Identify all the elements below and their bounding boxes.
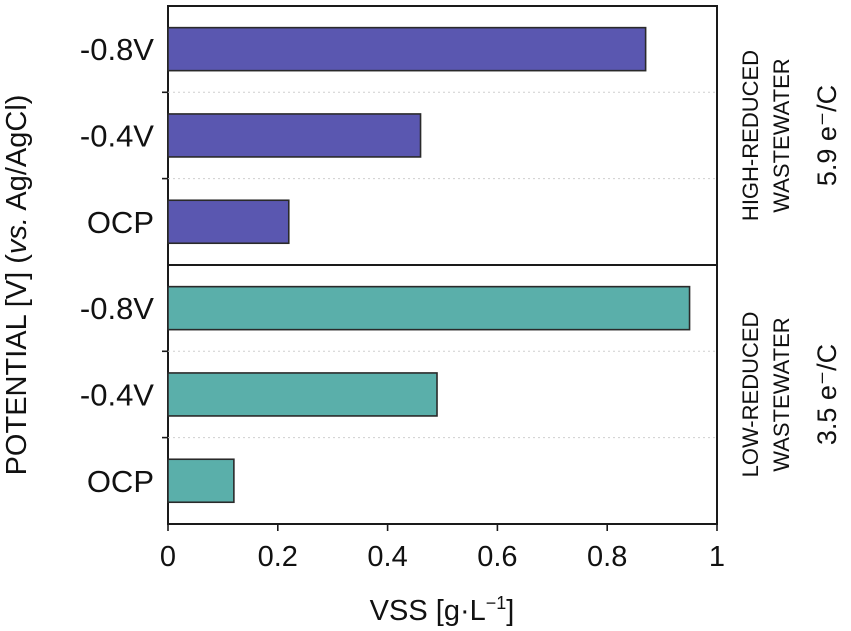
electron-ratio-label: 3.5 e⁻/C [812, 344, 842, 445]
x-tick-label: 1 [709, 541, 725, 573]
bar [167, 372, 438, 417]
x-axis: 0 0.2 0.4 0.6 0.8 1 [160, 524, 725, 573]
x-tick-label: 0.8 [587, 541, 627, 573]
bar [167, 458, 235, 504]
y-axis-title-prefix: POTENTIAL [V] ( [1, 254, 33, 476]
panel-1: -0.8V -0.4V OCP HIGH-REDUCED WASTEWATER 5.9 e… [80, 5, 842, 266]
electron-ratio-label: 5.9 e⁻/C [812, 85, 842, 186]
panel-label-line2: WASTEWATER [769, 317, 794, 471]
x-tick-label: 0.2 [258, 541, 298, 573]
x-axis-title: VSS [g·L−1] [370, 593, 515, 627]
panel-label-line2: WASTEWATER [769, 58, 794, 212]
panel-label-line1: HIGH-REDUCED [738, 50, 763, 221]
category-label: OCP [87, 205, 154, 240]
bar [167, 26, 647, 72]
x-tick-label: 0.4 [367, 541, 407, 573]
panel-label-line1: LOW-REDUCED [738, 312, 763, 478]
category-label: -0.4V [80, 377, 154, 412]
panel-2: -0.8V -0.4V OCP LOW-REDUCED WASTEWATER 3.5 e⁻… [80, 264, 842, 525]
x-tick-label: 0 [160, 541, 176, 573]
y-axis-title: POTENTIAL [V] (vs. Ag/AgCl) [1, 95, 33, 476]
category-label: -0.8V [80, 32, 154, 67]
x-tick-label: 0.6 [477, 541, 517, 573]
bar [167, 199, 290, 245]
y-axis-title-vs: vs. [1, 217, 33, 254]
x-axis-title-exponent: −1 [486, 593, 507, 613]
y-axis-title-suffix: Ag/AgCl) [1, 95, 33, 218]
category-label: -0.4V [80, 118, 154, 153]
x-axis-title-main: VSS [g·L [370, 595, 486, 627]
bar [167, 113, 422, 158]
bar [167, 285, 691, 331]
x-axis-title-bracket: ] [506, 595, 514, 627]
category-label: OCP [87, 464, 154, 499]
category-label: -0.8V [80, 291, 154, 326]
